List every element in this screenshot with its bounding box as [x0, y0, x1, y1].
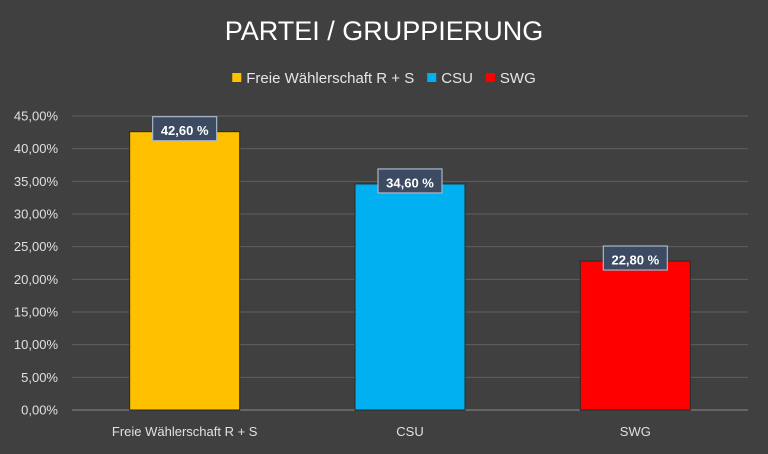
legend: Freie Wählerschaft R + S CSU SWG: [232, 70, 536, 87]
bar: [129, 131, 241, 411]
bars: [129, 131, 691, 411]
data-labels: 42,60 % 34,60 % 22,80 %: [152, 116, 668, 271]
y-tick-label: 30,00%: [14, 207, 59, 222]
y-tick-label: 15,00%: [14, 305, 59, 320]
x-category-label: Freie Wählerschaft R + S: [112, 424, 258, 439]
y-tick-label: 45,00%: [14, 109, 59, 124]
x-axis-categories: Freie Wählerschaft R + S CSU SWG: [112, 424, 651, 439]
legend-item: SWG: [485, 70, 536, 87]
legend-label: Freie Wählerschaft R + S: [246, 70, 414, 87]
y-axis-ticks: 0,00% 5,00% 10,00% 15,00% 20,00% 25,00% 30,00%…: [14, 109, 59, 418]
legend-swatch: [427, 73, 437, 82]
data-label-box: [377, 168, 443, 194]
legend-swatch: [232, 73, 242, 82]
legend-label: SWG: [500, 70, 536, 87]
y-tick-label: 0,00%: [21, 403, 58, 418]
data-label: 22,80 %: [611, 253, 659, 268]
bar: [579, 260, 691, 411]
x-category-label: SWG: [620, 424, 651, 439]
data-label: 34,60 %: [386, 175, 434, 190]
x-category-label: CSU: [396, 424, 423, 439]
data-label: 42,60 %: [161, 123, 209, 138]
legend-item: Freie Wählerschaft R + S: [232, 70, 414, 87]
legend-label: CSU: [441, 70, 473, 87]
legend-swatch: [485, 73, 495, 82]
y-tick-label: 5,00%: [21, 370, 58, 385]
y-tick-label: 35,00%: [14, 174, 59, 189]
chart-title: PARTEI / GRUPPIERUNG: [225, 16, 544, 46]
legend-item: CSU: [427, 70, 473, 87]
data-label-box: [602, 245, 668, 271]
y-tick-label: 10,00%: [14, 337, 59, 352]
y-tick-label: 25,00%: [14, 239, 59, 254]
bar: [354, 183, 466, 411]
y-tick-label: 40,00%: [14, 141, 59, 156]
data-label-box: [152, 116, 218, 142]
y-tick-label: 20,00%: [14, 272, 59, 287]
